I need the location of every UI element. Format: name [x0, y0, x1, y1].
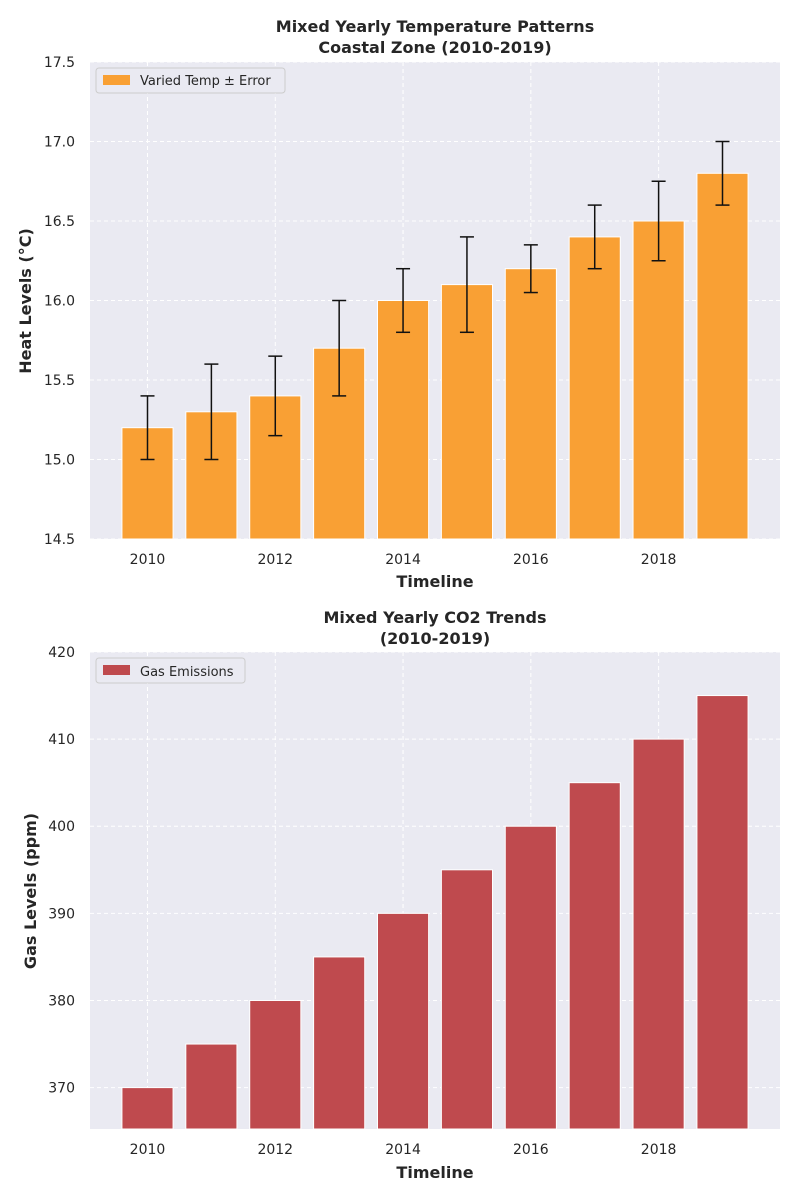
temperature-error-bars	[140, 140, 730, 461]
temperature-legend-label: Varied Temp ± Error	[140, 74, 271, 89]
co2-bar	[249, 999, 302, 1130]
co2-bar	[632, 738, 685, 1130]
co2-y-axis-label: Gas Levels (ppm)	[21, 813, 40, 969]
co2-x-tick-label: 2010	[130, 1142, 166, 1158]
temperature-legend-box	[95, 67, 286, 94]
co2-y-tick-label: 400	[48, 819, 75, 835]
co2-bar	[696, 695, 749, 1130]
temperature-y-tick-label: 17.0	[44, 135, 75, 151]
co2-bar	[121, 1087, 174, 1130]
co2-y-tick-label: 410	[48, 732, 75, 748]
temperature-y-tick-label: 15.5	[44, 373, 75, 389]
co2-y-tick-label: 380	[48, 993, 75, 1009]
temperature-x-tick-label: 2010	[130, 552, 166, 568]
co2-y-tick-label: 420	[48, 645, 75, 661]
temperature-y-tick-label: 16.0	[44, 294, 75, 310]
co2-x-axis-label: Timeline	[396, 1163, 473, 1182]
temperature-y-tick-label: 16.5	[44, 214, 75, 230]
co2-x-ticks: 2010 2012 2014 2016 2018	[130, 1142, 677, 1158]
temperature-title-line2: Coastal Zone (2010-2019)	[318, 38, 551, 57]
co2-legend-box	[95, 657, 246, 684]
temperature-y-axis-label: Heat Levels (°C)	[16, 228, 35, 374]
temperature-x-tick-label: 2016	[513, 552, 549, 568]
temperature-title-line1: Mixed Yearly Temperature Patterns	[276, 17, 594, 36]
co2-x-tick-label: 2014	[385, 1142, 421, 1158]
temperature-bar	[696, 172, 749, 540]
co2-legend: Gas Emissions	[95, 657, 246, 684]
temperature-y-tick-label: 17.5	[44, 55, 75, 71]
temperature-x-tick-label: 2018	[641, 552, 677, 568]
co2-bar	[504, 825, 557, 1130]
temperature-legend: Varied Temp ± Error	[95, 67, 286, 94]
co2-y-tick-label: 390	[48, 906, 75, 922]
co2-legend-swatch	[103, 665, 130, 675]
co2-bar	[185, 1043, 238, 1130]
co2-bars	[121, 695, 749, 1130]
temperature-y-ticks: 14.5 15.0 15.5 16.0 16.5 17.0 17.5	[44, 55, 75, 548]
temperature-bar	[632, 220, 685, 540]
temperature-bar	[377, 300, 430, 540]
co2-x-tick-label: 2016	[513, 1142, 549, 1158]
temperature-bar	[504, 268, 557, 540]
temperature-x-axis-label: Timeline	[396, 572, 473, 591]
temperature-x-ticks: 2010 2012 2014 2016 2018	[130, 552, 677, 568]
co2-chart: 2010 2012 2014 2016 2018 370380390400410420 …	[21, 608, 780, 1182]
temperature-x-tick-label: 2012	[257, 552, 293, 568]
co2-title-line2: (2010-2019)	[380, 629, 490, 648]
temperature-chart: 2010 2012 2014 2016 2018 14.5 15.0 15.5 16.0 16.…	[16, 17, 780, 591]
co2-y-tick-label: 370	[48, 1081, 75, 1097]
co2-bar	[440, 869, 493, 1130]
temperature-bar	[568, 236, 621, 540]
temperature-y-tick-label: 15.0	[44, 453, 75, 469]
co2-y-ticks: 370 380 390 400 410 420	[48, 645, 75, 1097]
co2-title-line1: Mixed Yearly CO2 Trends	[323, 608, 546, 627]
co2-x-tick-label: 2012	[257, 1142, 293, 1158]
co2-x-tick-label: 2018	[641, 1142, 677, 1158]
co2-bar	[313, 956, 366, 1130]
co2-legend-label: Gas Emissions	[140, 665, 234, 680]
co2-bar	[568, 782, 621, 1130]
temperature-x-tick-label: 2014	[385, 552, 421, 568]
temperature-legend-swatch	[103, 75, 130, 85]
co2-bar	[377, 912, 430, 1130]
temperature-y-tick-label: 14.5	[44, 532, 75, 548]
